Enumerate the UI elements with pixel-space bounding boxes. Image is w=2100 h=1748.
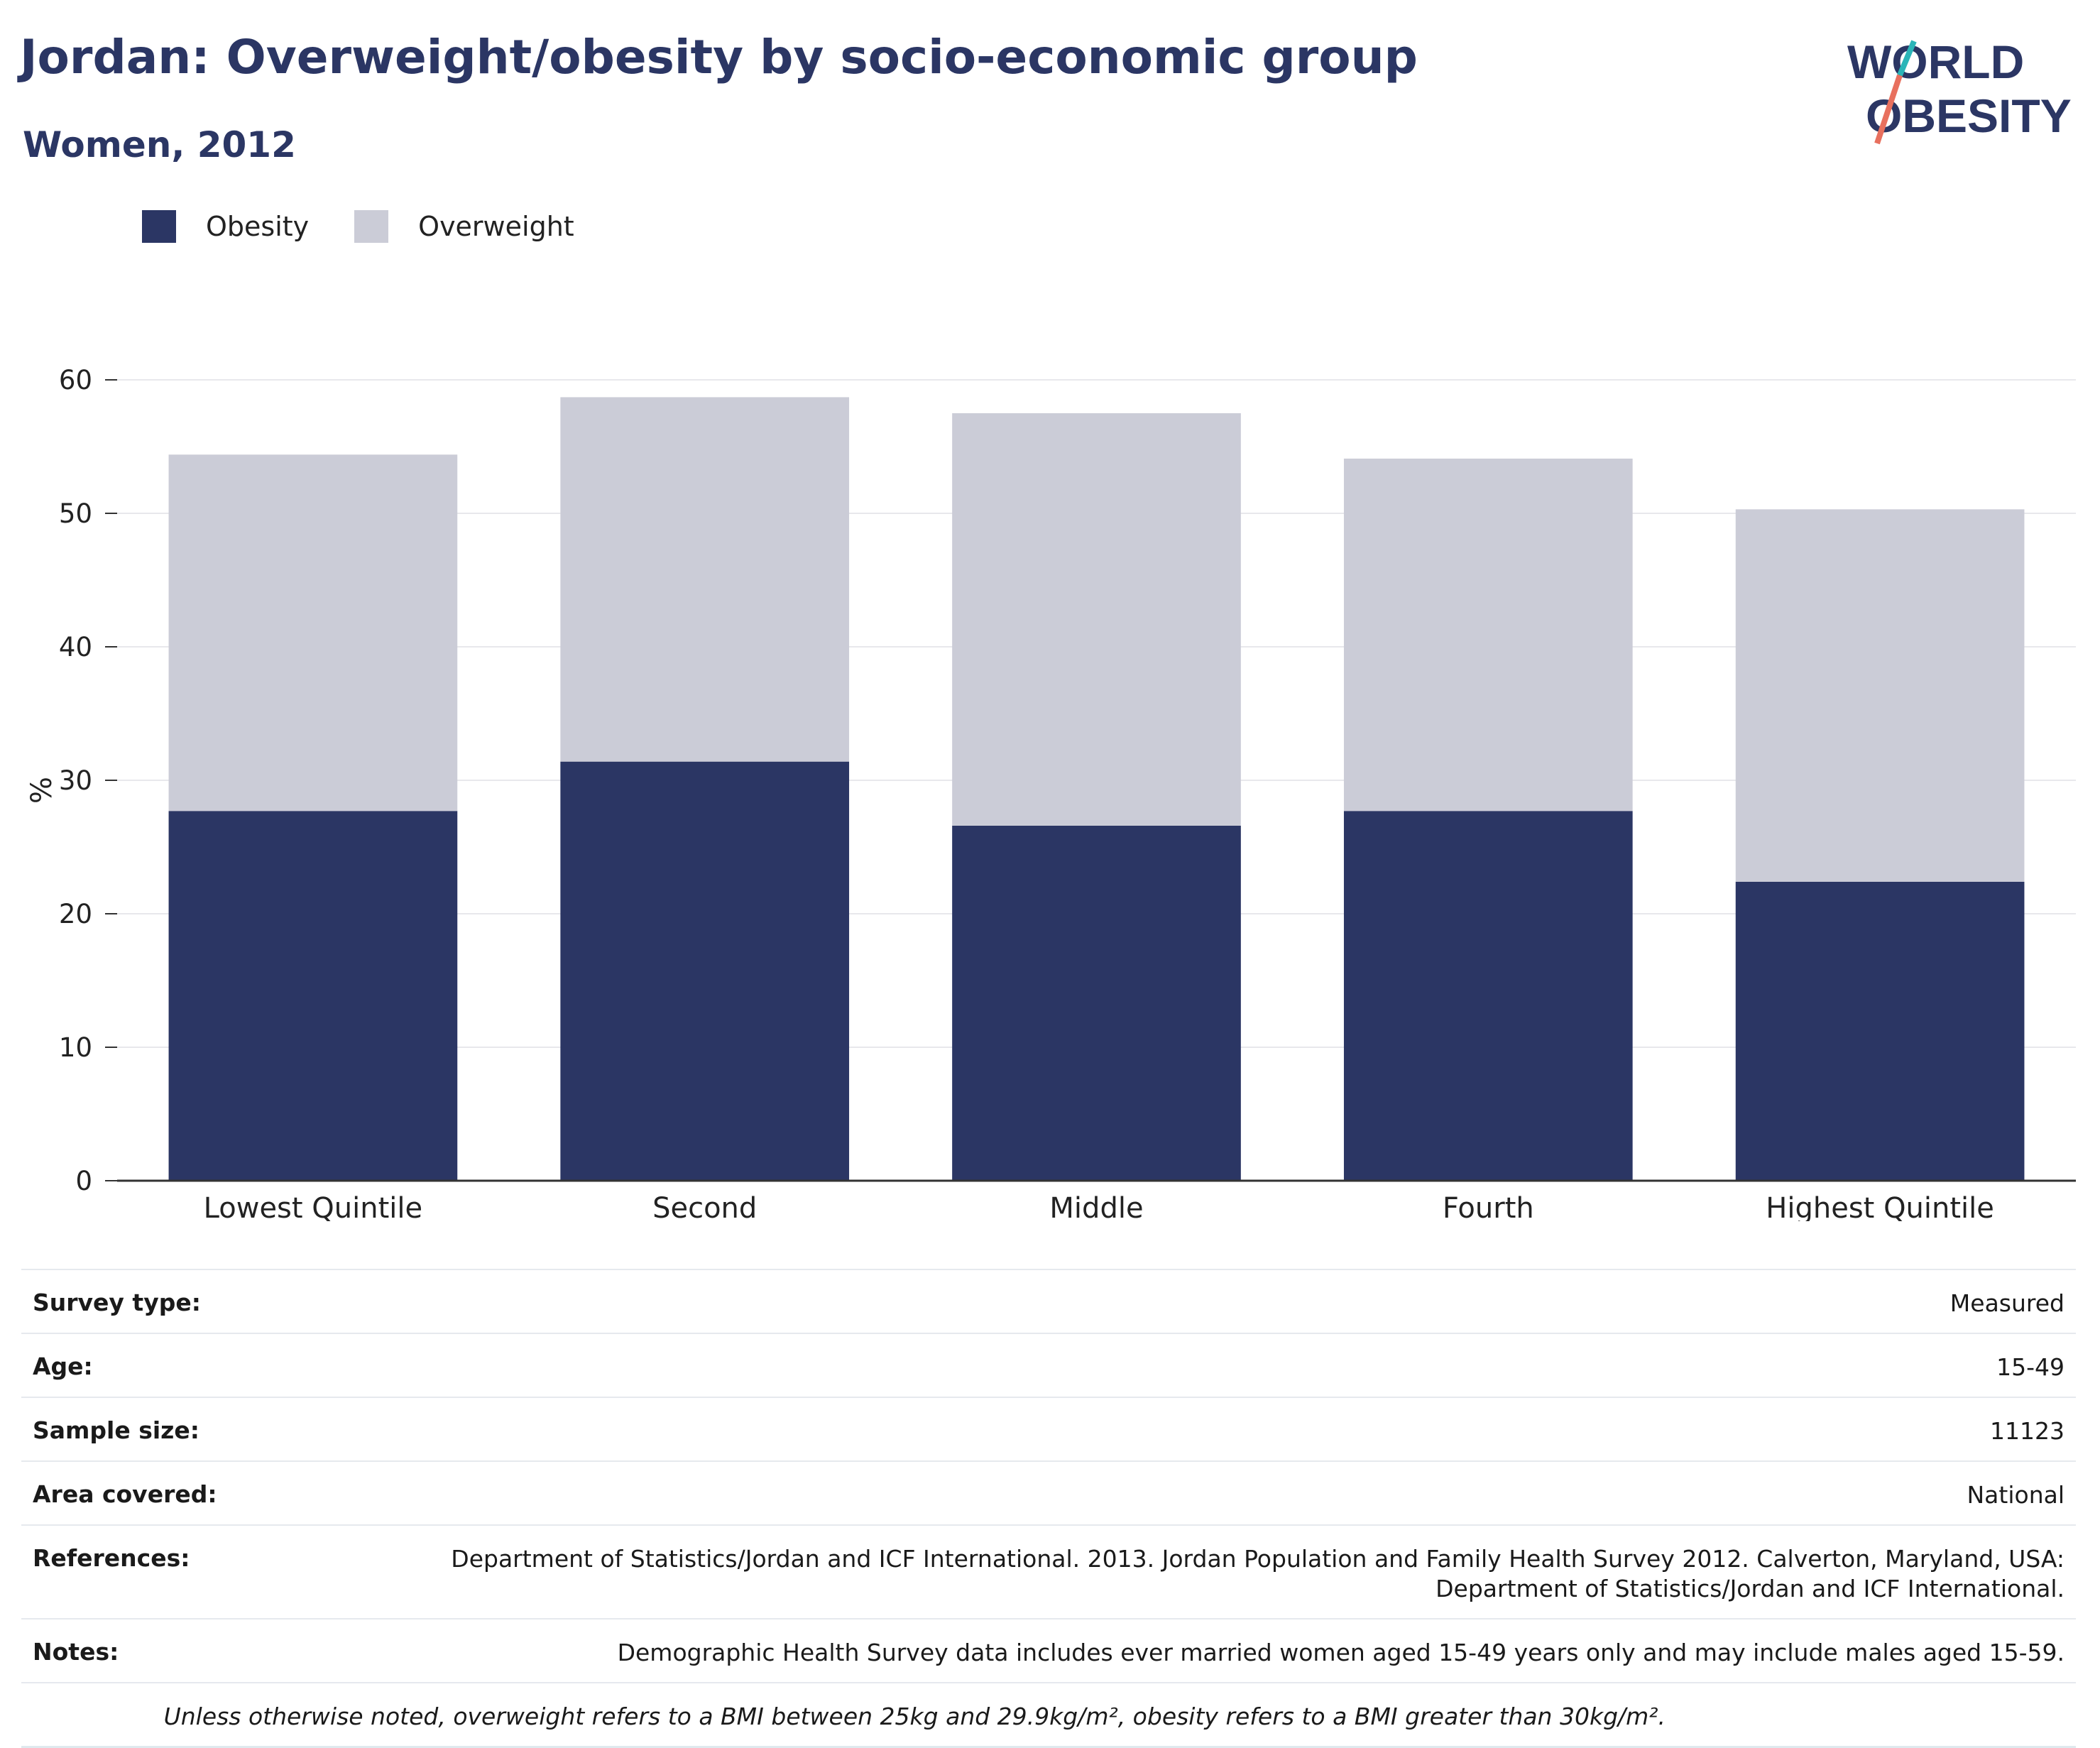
bar-obesity	[1735, 881, 2025, 1181]
page-title: Jordan: Overweight/obesity by socio-econ…	[20, 30, 1418, 84]
info-row-sample-size: Sample size: 11123	[21, 1397, 2076, 1460]
page-subtitle: Women, 2012	[23, 124, 296, 165]
bar-overweight	[1343, 458, 1633, 812]
x-tick-label: Fourth	[1443, 1192, 1534, 1221]
logo-slash-teal	[1897, 40, 1917, 77]
bar-overweight	[560, 397, 850, 762]
legend-swatch-overweight	[354, 210, 389, 243]
y-axis-label: %	[26, 777, 58, 804]
world-obesity-logo: WORLD OBESITY	[1847, 35, 2072, 145]
y-tick-label: 60	[59, 365, 92, 395]
info-row-footnote: Unless otherwise noted, overweight refer…	[21, 1682, 2076, 1748]
info-value: Measured	[1949, 1289, 2065, 1317]
info-row-area-covered: Area covered: National	[21, 1460, 2076, 1524]
y-tick-label: 40	[59, 632, 92, 662]
info-label: Age:	[33, 1353, 93, 1380]
y-tick-label: 30	[59, 765, 92, 796]
y-tick-label: 0	[75, 1166, 92, 1196]
bar-obesity	[168, 811, 458, 1181]
bar-overweight	[952, 413, 1241, 826]
bar-obesity	[1343, 811, 1633, 1181]
bar-obesity	[560, 761, 850, 1181]
legend-swatch-obesity	[142, 210, 176, 243]
info-value: 11123	[1990, 1417, 2065, 1445]
info-value: Demographic Health Survey data includes …	[617, 1639, 2065, 1666]
footnote-text: Unless otherwise noted, overweight refer…	[163, 1703, 1666, 1730]
info-label: Area covered:	[33, 1480, 217, 1508]
info-value: National	[1967, 1481, 2065, 1509]
logo-line2: OBESITY	[1866, 89, 2072, 142]
info-label: Notes:	[33, 1638, 119, 1666]
info-row-age: Age: 15-49	[21, 1333, 2076, 1397]
logo-line1: WORLD	[1847, 35, 2024, 88]
x-tick-label: Lowest Quintile	[204, 1192, 422, 1221]
legend-label-obesity: Obesity	[206, 211, 310, 242]
bar-overweight	[168, 454, 458, 812]
y-tick-label: 20	[59, 899, 92, 929]
info-row-survey-type: Survey type: Measured	[21, 1269, 2076, 1333]
info-label: Sample size:	[33, 1416, 199, 1444]
info-row-references: References: Department of Statistics/Jor…	[21, 1524, 2076, 1618]
info-value: 15-49	[1996, 1353, 2065, 1381]
logo-slash-coral	[1874, 74, 1903, 145]
info-label: Survey type:	[33, 1289, 201, 1316]
info-row-notes: Notes: Demographic Health Survey data in…	[21, 1618, 2076, 1682]
info-value: Department of Statistics/Jordan and ICF …	[451, 1545, 2065, 1602]
chart-legend: Obesity Overweight	[142, 210, 620, 243]
bar-obesity	[952, 825, 1241, 1181]
x-tick-label: Middle	[1049, 1192, 1143, 1221]
stacked-bar-chart: 0 10 20 30 40 50 60% Lowest Quintile Second Middl…	[26, 365, 2076, 1221]
y-tick-label: 10	[59, 1032, 92, 1063]
x-tick-label: Second	[652, 1192, 757, 1221]
legend-label-overweight: Overweight	[418, 211, 574, 242]
x-tick-label: Highest Quintile	[1766, 1192, 1994, 1221]
bar-overweight	[1735, 509, 2025, 882]
y-tick-label: 50	[59, 498, 92, 529]
info-label: References:	[33, 1544, 190, 1572]
survey-info-table: Survey type: Measured Age: 15-49 Sample …	[21, 1269, 2076, 1748]
